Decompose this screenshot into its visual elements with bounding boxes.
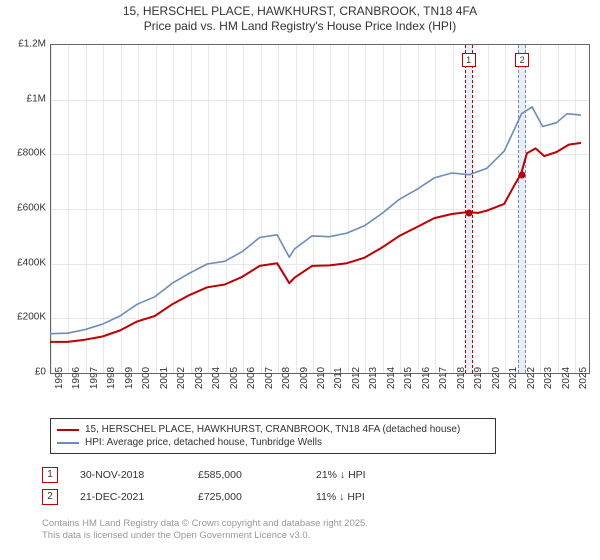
x-axis-label: 2002 [176, 367, 187, 389]
chart-area: 12 £0£200K£400K£600K£800K£1M£1.2M1995199… [50, 44, 590, 374]
x-axis-label: 2014 [386, 367, 397, 389]
x-axis-label: 2024 [561, 367, 572, 389]
x-axis-label: 2015 [403, 367, 414, 389]
series-line [50, 143, 581, 342]
x-axis-label: 2009 [299, 367, 310, 389]
title-line-1: 15, HERSCHEL PLACE, HAWKHURST, CRANBROOK… [0, 4, 600, 19]
legend-item-subject: 15, HERSCHEL PLACE, HAWKHURST, CRANBROOK… [57, 423, 489, 436]
annotation-table: 1 30-NOV-2018 £585,000 21% ↓ HPI 2 21-DEC-202… [42, 464, 412, 508]
x-axis-label: 2001 [159, 367, 170, 389]
x-axis-label: 2025 [578, 367, 589, 389]
title-line-2: Price paid vs. HM Land Registry's House … [0, 19, 600, 34]
x-axis-label: 2000 [141, 367, 152, 389]
series-line [50, 107, 581, 334]
x-axis-label: 1995 [54, 367, 65, 389]
y-axis-label: £600K [17, 203, 46, 214]
x-axis-label: 2023 [543, 367, 554, 389]
legend-swatch-subject [57, 429, 79, 431]
x-axis-label: 2013 [368, 367, 379, 389]
x-axis-label: 2016 [421, 367, 432, 389]
x-axis-label: 2012 [351, 367, 362, 389]
x-axis-label: 2010 [316, 367, 327, 389]
x-axis-label: 2003 [194, 367, 205, 389]
y-axis-label: £400K [17, 257, 46, 268]
legend-label-subject: 15, HERSCHEL PLACE, HAWKHURST, CRANBROOK… [85, 424, 460, 435]
x-axis-label: 2006 [246, 367, 257, 389]
footer-line-2: This data is licensed under the Open Gov… [42, 530, 368, 542]
x-axis-label: 2021 [508, 367, 519, 389]
x-axis-label: 1999 [124, 367, 135, 389]
title-block: 15, HERSCHEL PLACE, HAWKHURST, CRANBROOK… [0, 0, 600, 34]
annotation-num-box: 2 [42, 489, 58, 505]
annotation-row: 2 21-DEC-2021 £725,000 11% ↓ HPI [42, 486, 412, 508]
legend-label-hpi: HPI: Average price, detached house, Tunb… [85, 437, 322, 448]
x-axis-label: 2018 [456, 367, 467, 389]
x-axis-label: 1997 [89, 367, 100, 389]
annotation-date: 21-DEC-2021 [80, 491, 176, 503]
x-axis-label: 1996 [71, 367, 82, 389]
annotation-num-box: 1 [42, 467, 58, 483]
x-axis-label: 2017 [438, 367, 449, 389]
x-axis-label: 2008 [281, 367, 292, 389]
footer: Contains HM Land Registry data © Crown c… [42, 518, 368, 542]
y-axis-label: £0 [35, 367, 46, 378]
footer-line-1: Contains HM Land Registry data © Crown c… [42, 518, 368, 530]
x-axis-label: 2022 [526, 367, 537, 389]
x-axis-label: 1998 [106, 367, 117, 389]
x-axis-label: 2004 [211, 367, 222, 389]
y-axis-label: £800K [17, 148, 46, 159]
x-axis-label: 2020 [491, 367, 502, 389]
line-series [50, 44, 590, 374]
x-axis-label: 2019 [473, 367, 484, 389]
y-axis-label: £200K [17, 312, 46, 323]
annotation-diff: 21% ↓ HPI [316, 469, 412, 481]
annotation-price: £585,000 [198, 469, 294, 481]
y-axis-label: £1.2M [18, 39, 46, 50]
chart-container: 15, HERSCHEL PLACE, HAWKHURST, CRANBROOK… [0, 0, 600, 560]
legend: 15, HERSCHEL PLACE, HAWKHURST, CRANBROOK… [50, 418, 496, 454]
x-axis-label: 2007 [264, 367, 275, 389]
x-axis-label: 2005 [229, 367, 240, 389]
y-axis-label: £1M [27, 93, 46, 104]
annotation-date: 30-NOV-2018 [80, 469, 176, 481]
legend-swatch-hpi [57, 442, 79, 444]
annotation-price: £725,000 [198, 491, 294, 503]
legend-item-hpi: HPI: Average price, detached house, Tunb… [57, 436, 489, 449]
x-axis-label: 2011 [333, 367, 344, 389]
annotation-row: 1 30-NOV-2018 £585,000 21% ↓ HPI [42, 464, 412, 486]
annotation-diff: 11% ↓ HPI [316, 491, 412, 503]
